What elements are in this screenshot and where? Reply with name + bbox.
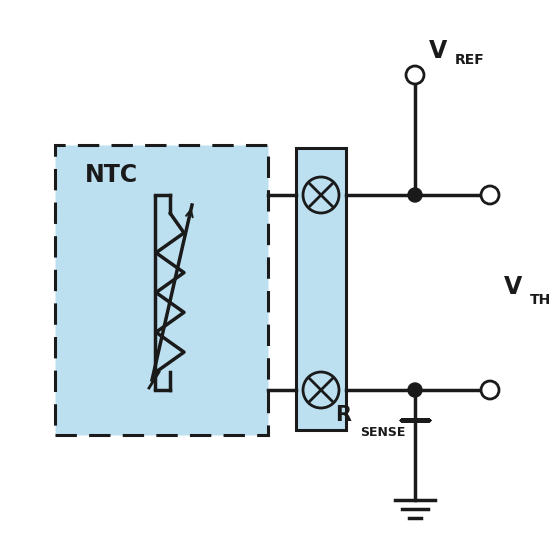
Text: V: V [504,275,522,300]
Circle shape [303,372,339,408]
FancyBboxPatch shape [55,145,268,435]
Circle shape [406,66,424,84]
Circle shape [481,381,499,399]
Circle shape [481,186,499,204]
Circle shape [408,188,422,202]
FancyBboxPatch shape [296,148,346,430]
Text: SENSE: SENSE [360,426,405,438]
Text: TH: TH [530,294,550,307]
Circle shape [303,177,339,213]
Text: R: R [335,405,351,425]
Text: NTC: NTC [85,163,138,187]
Text: REF: REF [455,53,485,67]
Text: V: V [429,39,447,63]
Circle shape [408,383,422,397]
